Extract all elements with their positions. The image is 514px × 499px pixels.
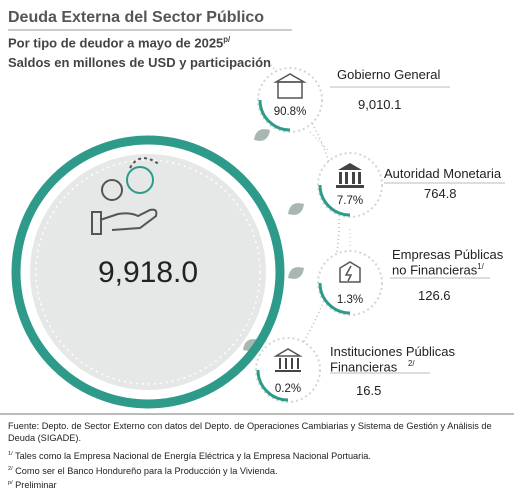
total-ring bbox=[11, 135, 285, 409]
item-value: 764.8 bbox=[424, 186, 457, 201]
total-disc bbox=[30, 154, 266, 390]
item-percent: 1.3% bbox=[336, 294, 364, 306]
item-percent: 0.2% bbox=[274, 383, 302, 395]
footnote: 2/ Como ser el Banco Hondureño para la P… bbox=[8, 466, 278, 476]
footnote: 1/ Tales como la Empresa Nacional de Ene… bbox=[8, 451, 371, 461]
subtitle-text: Por tipo de deudor a mayo de 2025 bbox=[8, 35, 224, 51]
item-label: Autoridad Monetaria bbox=[384, 166, 502, 181]
connector-arc bbox=[267, 61, 340, 393]
total: 9,918.0 bbox=[97, 256, 199, 289]
source: Fuente: Depto. de Sector Externo con dat… bbox=[8, 421, 492, 443]
item-percent: 7.7% bbox=[336, 195, 364, 207]
item-label: Empresas Públicas bbox=[392, 247, 504, 262]
footnote-text: Preliminar bbox=[15, 480, 57, 491]
subtitle2: Saldos en millones de USD y participació… bbox=[8, 55, 271, 70]
item-value: 16.5 bbox=[356, 383, 382, 398]
item-note: 1/ bbox=[477, 262, 484, 271]
footnote-text: Como ser el Banco Hondureño para la Prod… bbox=[15, 466, 278, 477]
item-percent: 90.8% bbox=[273, 106, 307, 118]
subtitle-note: p/ bbox=[223, 35, 231, 44]
total-dots bbox=[35, 159, 261, 385]
item-label: Gobierno General bbox=[337, 67, 441, 82]
item-value: 9,010.1 bbox=[358, 97, 402, 112]
item-label: Instituciones Públicas bbox=[330, 344, 456, 359]
footnote-text: Tales como la Empresa Nacional de Energí… bbox=[15, 451, 371, 462]
item-label-line: Financieras bbox=[330, 359, 398, 375]
item-value: 126.6 bbox=[418, 288, 451, 303]
footnote-mark: 1/ bbox=[8, 451, 13, 457]
subtitle: Por tipo de deudor a mayo de 2025p/ bbox=[8, 35, 230, 50]
footnote-mark: p/ bbox=[8, 480, 13, 486]
item-icons bbox=[273, 73, 364, 372]
footnote-mark: 2/ bbox=[8, 466, 13, 472]
connector bbox=[309, 131, 331, 153]
title: Deuda Externa del Sector Público bbox=[8, 9, 265, 26]
item-note: 2/ bbox=[408, 359, 415, 368]
money-icon bbox=[91, 157, 161, 235]
item-label-line: no Financieras bbox=[392, 262, 478, 278]
item-label: Financieras 2/ bbox=[330, 359, 415, 374]
item-label: no Financieras1/ bbox=[392, 262, 484, 277]
footnote: p/ Preliminar bbox=[8, 480, 57, 490]
label-rules bbox=[0, 86, 514, 415]
